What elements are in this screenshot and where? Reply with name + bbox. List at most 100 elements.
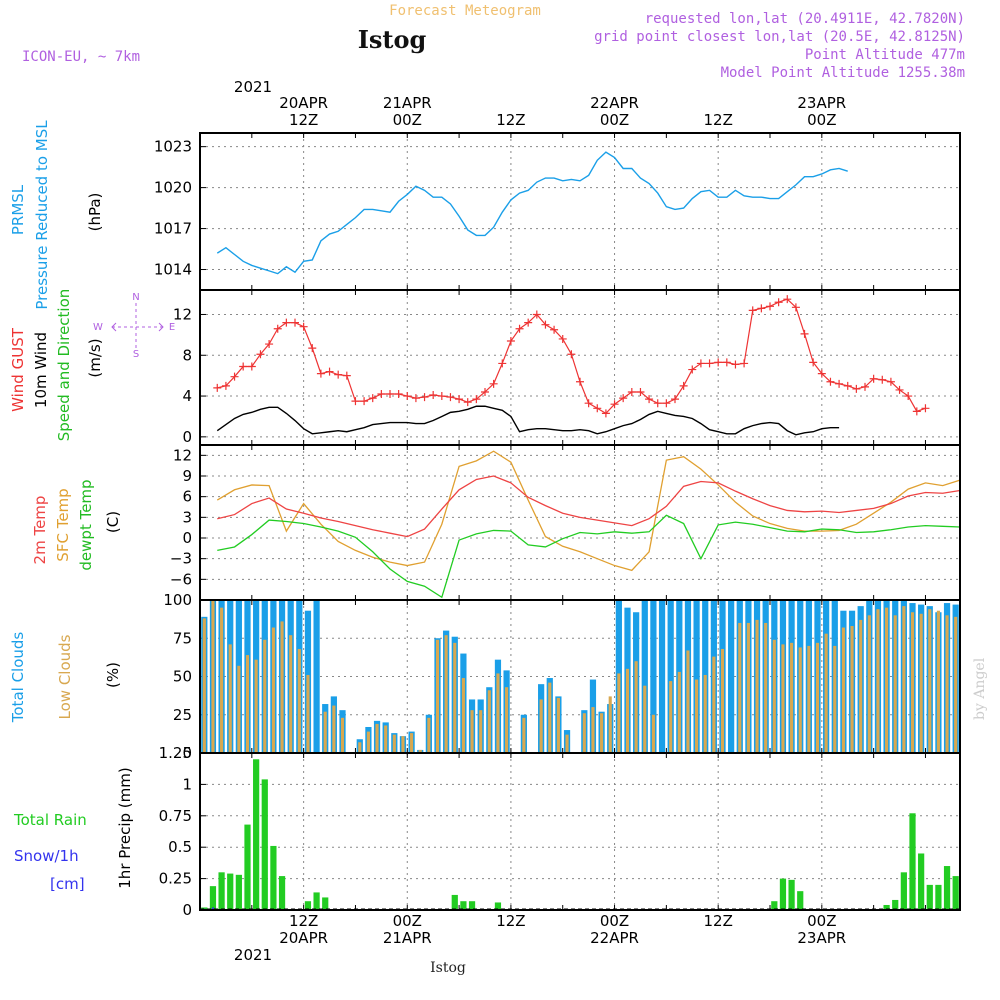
panel-precip: 0 0.25 0.5 0.75 1 1.25: [159, 744, 960, 919]
panel-frame: [199, 289, 961, 446]
y-tick-label: 0.75: [159, 807, 192, 825]
low-cloud-bar: [824, 633, 828, 753]
top-time-label: 12Z: [289, 111, 318, 129]
gust-point: [679, 381, 688, 390]
low-cloud-bar: [228, 644, 232, 753]
low-cloud-bar: [815, 642, 820, 753]
gust-point: [809, 358, 818, 367]
low-cloud-bar: [435, 639, 440, 753]
model-altitude: Model Point Altitude 1255.38m: [721, 65, 965, 81]
low-cloud-bar: [444, 635, 448, 753]
low-cloud-bar: [677, 671, 681, 753]
gust-point: [627, 387, 636, 396]
year-top: 2021: [234, 78, 272, 96]
rain-bar: [797, 891, 804, 910]
rain-bar: [771, 901, 778, 910]
low-cloud-bar: [919, 613, 923, 753]
gust-point: [420, 393, 429, 402]
low-cloud-bar: [850, 626, 854, 753]
rain-bar: [909, 813, 916, 910]
gust-point: [921, 404, 930, 413]
gust-point: [308, 344, 317, 353]
gust-point: [696, 359, 705, 368]
panel-frame: [199, 132, 961, 291]
low-cloud-bar: [505, 687, 509, 753]
gust-point: [239, 362, 248, 371]
gust-point: [515, 324, 524, 333]
y-tick-label: 6: [182, 488, 192, 506]
low-cloud-bar: [332, 705, 336, 753]
gust-point: [377, 390, 386, 399]
low-cloud-bar: [669, 681, 673, 753]
temp-unit: (C): [104, 511, 122, 533]
rain-bar: [952, 876, 959, 910]
bottom-time-label: 00Z: [393, 912, 422, 930]
low-cloud-bar: [798, 647, 802, 753]
rain-bar: [244, 824, 251, 910]
dewpt-label: dewpt Temp: [77, 479, 95, 570]
chart-title: Forecast Meteogram: [389, 3, 541, 19]
y-tick-label: −6: [170, 570, 192, 588]
gust-point: [291, 318, 299, 327]
rain-bar: [943, 866, 951, 910]
y-tick-label: 1017: [154, 220, 192, 238]
low-cloud-bar: [902, 606, 906, 753]
y-tick-label: −3: [170, 550, 192, 568]
sfc-temp-series: [216, 450, 961, 572]
low-cloud-bar: [582, 713, 586, 753]
low-cloud-bar: [712, 656, 716, 753]
gust-point: [506, 336, 515, 345]
low-cloud-bar: [479, 710, 483, 753]
low-cloud-bar: [418, 749, 422, 753]
y-tick-label: 1: [182, 775, 192, 793]
gust-point: [532, 310, 541, 319]
low-cloud-bar: [885, 607, 889, 753]
rain-bar: [883, 904, 890, 910]
bottom-date-label: 21APR: [383, 929, 432, 947]
grid-point-coords: grid point closest lon,lat (20.5E, 42.81…: [594, 29, 965, 45]
speed-dir-label: Speed and Direction: [55, 289, 73, 442]
dewpt-series: [217, 514, 961, 599]
point-altitude: Point Altitude 477m: [805, 47, 965, 63]
t2m-label: 2m Temp: [31, 496, 49, 565]
rain-bar: [918, 853, 925, 910]
low-clouds-label: Low Clouds: [56, 634, 74, 719]
low-cloud-bar: [263, 639, 267, 753]
gust-point: [653, 399, 662, 408]
low-cloud-bar: [254, 659, 258, 753]
low-cloud-bar: [781, 644, 785, 753]
rain-label: Total Rain: [13, 811, 87, 829]
rain-bar: [460, 901, 467, 910]
gust-point: [904, 392, 913, 401]
panel-clouds: 0 25 50 75 100: [163, 591, 960, 762]
y-tick-label: 0: [182, 901, 192, 919]
low-cloud-bar: [695, 679, 699, 753]
y-tick-label: 75: [173, 629, 192, 647]
low-cloud-bar: [487, 690, 491, 753]
low-cloud-bar: [306, 674, 310, 753]
total-cloud-bar: [728, 600, 735, 753]
pressure-panel-labels: PRMSL Pressure Reduced to MSL (hPa): [9, 120, 104, 310]
gust-point: [722, 358, 731, 367]
y-tick-label: 9: [182, 467, 192, 485]
model-label: ICON-EU, ~ 7km: [22, 49, 140, 65]
rain-bar: [253, 759, 260, 910]
gust-point: [498, 359, 507, 368]
low-cloud-bar: [591, 707, 595, 753]
compass-e: E: [169, 322, 175, 333]
gust-point: [869, 374, 878, 383]
temp-panel-labels: 2m Temp SFC Temp dewpt Temp (C): [31, 479, 122, 570]
gust-point: [861, 382, 869, 391]
gust-point: [645, 395, 654, 404]
top-date-label: 20APR: [279, 94, 328, 112]
gust-point: [282, 318, 291, 327]
top-time-label: 12Z: [496, 111, 525, 129]
rain-bar: [926, 884, 933, 910]
y-tick-label: 0: [182, 529, 192, 547]
gust-point: [541, 320, 550, 329]
low-cloud-bar: [643, 685, 647, 753]
wind10-series: [216, 405, 840, 436]
gust-point: [912, 407, 921, 416]
low-cloud-bar: [841, 627, 845, 753]
top-date-label: 23APR: [797, 94, 846, 112]
